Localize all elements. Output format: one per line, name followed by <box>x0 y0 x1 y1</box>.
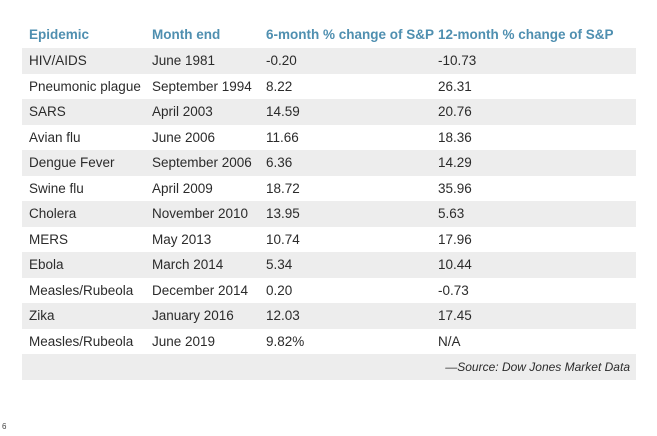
cell-12-month-change: 17.96 <box>431 226 636 252</box>
source-row: —Source: Dow Jones Market Data <box>22 354 636 380</box>
cell-month-end: June 1981 <box>145 48 259 74</box>
table-row: Swine flu April 2009 18.72 35.96 <box>22 175 636 201</box>
column-header-epidemic: Epidemic <box>22 20 145 48</box>
cell-epidemic: Measles/Rubeola <box>22 328 145 354</box>
source-note: —Source: Dow Jones Market Data <box>22 354 636 380</box>
cell-epidemic: Avian flu <box>22 124 145 150</box>
cell-month-end: January 2016 <box>145 303 259 329</box>
column-header-12-month-change: 12-month % change of S&P <box>431 20 636 48</box>
cell-12-month-change: 20.76 <box>431 99 636 125</box>
table-row: Cholera November 2010 13.95 5.63 <box>22 201 636 227</box>
cell-12-month-change: 10.44 <box>431 252 636 278</box>
cell-6-month-change: 12.03 <box>259 303 431 329</box>
table-row: Pneumonic plague September 1994 8.22 26.… <box>22 73 636 99</box>
table-body: HIV/AIDS June 1981 -0.20 -10.73 Pneumoni… <box>22 48 636 380</box>
cell-12-month-change: 5.63 <box>431 201 636 227</box>
cell-month-end: March 2014 <box>145 252 259 278</box>
cell-6-month-change: -0.20 <box>259 48 431 74</box>
cell-6-month-change: 0.20 <box>259 277 431 303</box>
cell-month-end: September 1994 <box>145 73 259 99</box>
cell-6-month-change: 11.66 <box>259 124 431 150</box>
cell-month-end: April 2009 <box>145 175 259 201</box>
cell-epidemic: Dengue Fever <box>22 150 145 176</box>
table-row: MERS May 2013 10.74 17.96 <box>22 226 636 252</box>
cell-12-month-change: 35.96 <box>431 175 636 201</box>
column-header-month-end: Month end <box>145 20 259 48</box>
cell-month-end: September 2006 <box>145 150 259 176</box>
cell-month-end: November 2010 <box>145 201 259 227</box>
cell-month-end: December 2014 <box>145 277 259 303</box>
cell-epidemic: Measles/Rubeola <box>22 277 145 303</box>
cell-12-month-change: N/A <box>431 328 636 354</box>
table-row: Ebola March 2014 5.34 10.44 <box>22 252 636 278</box>
cell-epidemic: MERS <box>22 226 145 252</box>
epidemic-market-table: Epidemic Month end 6-month % change of S… <box>22 20 636 380</box>
table-row: SARS April 2003 14.59 20.76 <box>22 99 636 125</box>
cell-6-month-change: 14.59 <box>259 99 431 125</box>
cell-6-month-change: 10.74 <box>259 226 431 252</box>
cell-epidemic: Zika <box>22 303 145 329</box>
cell-month-end: May 2013 <box>145 226 259 252</box>
table-header-row: Epidemic Month end 6-month % change of S… <box>22 20 636 48</box>
cell-12-month-change: 18.36 <box>431 124 636 150</box>
cell-6-month-change: 5.34 <box>259 252 431 278</box>
column-header-6-month-change: 6-month % change of S&P <box>259 20 434 48</box>
cell-12-month-change: -10.73 <box>431 48 636 74</box>
cell-12-month-change: 26.31 <box>431 73 636 99</box>
cell-6-month-change: 18.72 <box>259 175 431 201</box>
cell-6-month-change: 6.36 <box>259 150 431 176</box>
cell-epidemic: Pneumonic plague <box>22 73 145 99</box>
cell-12-month-change: 17.45 <box>431 303 636 329</box>
cell-month-end: June 2019 <box>145 328 259 354</box>
cell-epidemic: Swine flu <box>22 175 145 201</box>
table-row: Avian flu June 2006 11.66 18.36 <box>22 124 636 150</box>
table-row: Dengue Fever September 2006 6.36 14.29 <box>22 150 636 176</box>
cell-6-month-change: 8.22 <box>259 73 431 99</box>
table-row: Zika January 2016 12.03 17.45 <box>22 303 636 329</box>
cell-epidemic: Cholera <box>22 201 145 227</box>
cell-epidemic: HIV/AIDS <box>22 48 145 74</box>
cell-month-end: June 2006 <box>145 124 259 150</box>
table-row: Measles/Rubeola June 2019 9.82% N/A <box>22 328 636 354</box>
cell-month-end: April 2003 <box>145 99 259 125</box>
cell-epidemic: SARS <box>22 99 145 125</box>
table-row: Measles/Rubeola December 2014 0.20 -0.73 <box>22 277 636 303</box>
epidemic-table-container: Epidemic Month end 6-month % change of S… <box>22 20 636 380</box>
cell-6-month-change: 9.82% <box>259 328 431 354</box>
cell-6-month-change: 13.95 <box>259 201 431 227</box>
cell-12-month-change: -0.73 <box>431 277 636 303</box>
table-row: HIV/AIDS June 1981 -0.20 -10.73 <box>22 48 636 74</box>
page-number: 6 <box>2 422 7 431</box>
cell-epidemic: Ebola <box>22 252 145 278</box>
cell-12-month-change: 14.29 <box>431 150 636 176</box>
